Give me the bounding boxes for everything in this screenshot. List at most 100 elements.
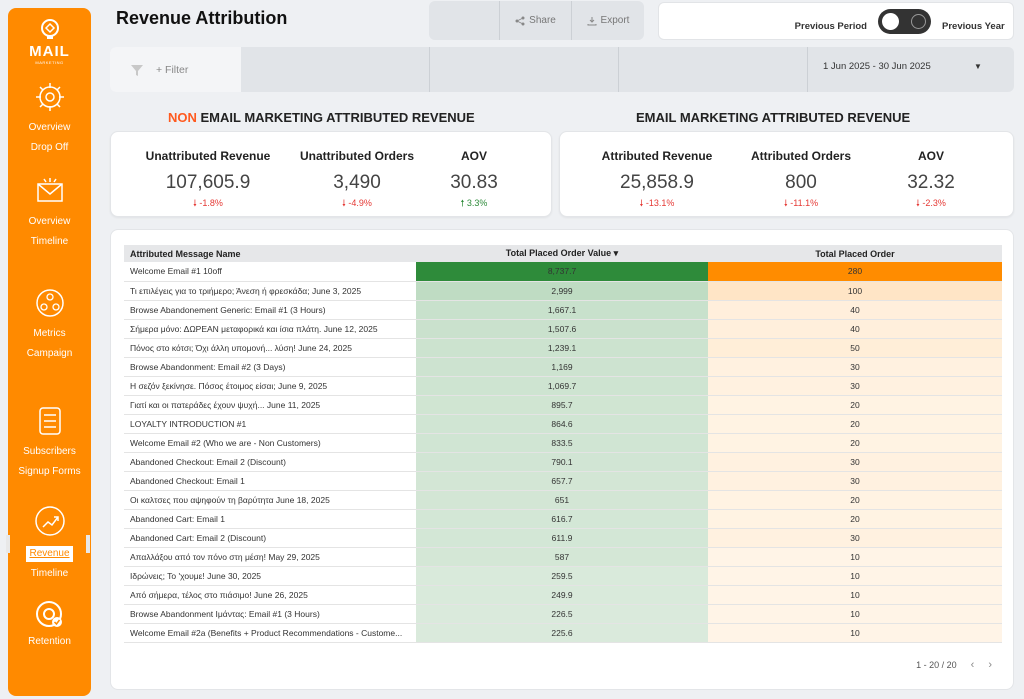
- chevron-right-icon[interactable]: ›: [988, 659, 992, 671]
- cell-orders: 10: [708, 585, 1002, 605]
- comparison-toggle[interactable]: [878, 9, 931, 34]
- cell-orders: 50: [708, 338, 1002, 358]
- previous-year-label: Previous Year: [942, 21, 1005, 32]
- cell-order-value: 1,667.1: [416, 300, 708, 320]
- column-header-message-name[interactable]: Attributed Message Name: [124, 245, 416, 262]
- nav-label: Overview: [28, 216, 71, 227]
- cell-message-name: Welcome Email #2 (Who we are - Non Custo…: [124, 433, 416, 453]
- cell-orders: 20: [708, 395, 1002, 415]
- table-row[interactable]: Σήμερα μόνο: ΔΩΡΕΑΝ μεταφορικά και ίσια …: [124, 319, 1002, 339]
- download-icon: [587, 16, 597, 25]
- share-button[interactable]: Share: [500, 1, 572, 40]
- kpi-unattributed-revenue: Unattributed Revenue 107,605.9 🠗 -1.8%: [135, 132, 281, 212]
- trend-chart-icon: [34, 506, 65, 536]
- table-row[interactable]: Απαλλάξου από τον πόνο στη μέση! May 29,…: [124, 547, 1002, 567]
- cell-orders: 30: [708, 357, 1002, 377]
- column-header-orders[interactable]: Total Placed Order: [708, 245, 1002, 262]
- cell-order-value: 616.7: [416, 509, 708, 529]
- table-row[interactable]: Η σεζόν ξεκίνησε. Πόσος έτοιμος είσαι; J…: [124, 376, 1002, 396]
- nav-overview-timeline[interactable]: Overview Timeline: [8, 174, 91, 248]
- cell-order-value: 259.5: [416, 566, 708, 586]
- cell-message-name: Abandoned Checkout: Email 1: [124, 471, 416, 491]
- comparison-toggle-panel: Previous Period Previous Year: [658, 2, 1014, 40]
- page-title: Revenue Attribution: [116, 8, 288, 28]
- table-row[interactable]: Browse Abandonment Ιμάντας: Email #1 (3 …: [124, 604, 1002, 624]
- table-row[interactable]: Abandoned Checkout: Email 2 (Discount) 79…: [124, 452, 1002, 472]
- export-button[interactable]: Export: [572, 1, 644, 40]
- lightbulb-icon: [40, 19, 59, 39]
- column-header-order-value[interactable]: Total Placed Order Value ▾: [416, 245, 708, 262]
- table-row[interactable]: Οι καλτσες που αψηφούν τη βαρύτητα June …: [124, 490, 1002, 510]
- table-row[interactable]: Ιδρώνεις; Το 'χουμε! June 30, 2025 259.5 1…: [124, 566, 1002, 586]
- table-row[interactable]: Welcome Email #1 10off 8,737.7 280: [124, 262, 1002, 282]
- kpi-label: Unattributed Orders: [299, 149, 414, 163]
- cell-message-name: Welcome Email #1 10off: [124, 262, 416, 282]
- nav-label: Overview: [28, 122, 71, 133]
- table-row[interactable]: Welcome Email #2a (Benefits + Product Re…: [124, 623, 1002, 643]
- cell-message-name: Ιδρώνεις; Το 'χουμε! June 30, 2025: [124, 566, 416, 586]
- email-heading: EMAIL MARKETING ATTRIBUTED REVENUE: [636, 110, 911, 125]
- sort-desc-icon: ▾: [613, 248, 619, 258]
- cell-message-name: Γιατί και οι πατεράδες έχουν ψυχή... Jun…: [124, 395, 416, 415]
- chevron-left-icon[interactable]: ‹: [970, 659, 975, 671]
- kpi-label: Attributed Revenue: [601, 149, 713, 163]
- cell-message-name: Browse Abandonement Generic: Email #1 (3…: [124, 300, 416, 320]
- cell-message-name: Από σήμερα, τέλος στο πιάσιμο! June 26, …: [124, 585, 416, 605]
- export-label: Export: [600, 15, 630, 26]
- cell-order-value: 2,999: [416, 281, 708, 301]
- caret-down-icon[interactable]: ▼: [974, 62, 982, 71]
- nav-sublabel: Timeline: [30, 568, 69, 579]
- cell-message-name: Απαλλάξου από τον πόνο στη μέση! May 29,…: [124, 547, 416, 567]
- nav-retention[interactable]: Retention: [8, 598, 91, 648]
- add-filter-button[interactable]: + Filter: [110, 47, 241, 92]
- table-row[interactable]: Browse Abandonement Generic: Email #1 (3…: [124, 300, 1002, 320]
- pagination-label: 1 - 20 / 20: [916, 660, 957, 670]
- toggle-knob: [882, 13, 899, 30]
- kpi-value: 30.83: [450, 172, 498, 193]
- cell-orders: 20: [708, 414, 1002, 434]
- cell-order-value: 1,239.1: [416, 338, 708, 358]
- cell-message-name: Browse Abandonment: Email #2 (3 Days): [124, 357, 416, 377]
- cell-order-value: 1,507.6: [416, 319, 708, 339]
- toolbar: Share Export: [429, 1, 644, 40]
- table-row[interactable]: Abandoned Checkout: Email 1 657.7 30: [124, 471, 1002, 491]
- table-row[interactable]: Browse Abandonment: Email #2 (3 Days) 1,1…: [124, 357, 1002, 377]
- cell-order-value: 833.5: [416, 433, 708, 453]
- date-range-picker[interactable]: 1 Jun 2025 - 30 Jun 2025: [823, 61, 931, 72]
- nav-label: Metrics: [33, 328, 66, 339]
- nav-label: Retention: [28, 636, 71, 647]
- kpi-label: AOV: [460, 149, 487, 163]
- retention-target-icon: [35, 601, 62, 627]
- logo-text: MAIL: [29, 43, 70, 60]
- nav-label: Revenue: [26, 546, 73, 562]
- nav-metrics-campaign[interactable]: Metrics Campaign: [8, 286, 91, 360]
- table-row[interactable]: Abandoned Cart: Email 2 (Discount) 611.9 3…: [124, 528, 1002, 548]
- divider: [807, 47, 808, 92]
- attribution-table: Attributed Message Name Total Placed Ord…: [124, 245, 1002, 643]
- cell-order-value: 895.7: [416, 395, 708, 415]
- cell-orders: 10: [708, 623, 1002, 643]
- kpi-email-aov: AOV 32.32 🠗 -2.3%: [892, 132, 970, 212]
- nav-sublabel: Timeline: [30, 236, 69, 247]
- nav-overview-dropoff[interactable]: Overview Drop Off: [8, 80, 91, 154]
- table-row[interactable]: Welcome Email #2 (Who we are - Non Custo…: [124, 433, 1002, 453]
- cell-orders: 30: [708, 471, 1002, 491]
- active-marker-left: [6, 535, 10, 553]
- table-row[interactable]: Γιατί και οι πατεράδες έχουν ψυχή... Jun…: [124, 395, 1002, 415]
- cell-order-value: 651: [416, 490, 708, 510]
- cell-orders: 10: [708, 547, 1002, 567]
- nav-sublabel: Drop Off: [30, 142, 69, 153]
- divider: [429, 47, 430, 92]
- table-row[interactable]: Πόνος στο κότσι; Όχι άλλη υπομονή... λύσ…: [124, 338, 1002, 358]
- table-row[interactable]: LOYALTY INTRODUCTION #1 864.6 20: [124, 414, 1002, 434]
- cell-message-name: Welcome Email #2a (Benefits + Product Re…: [124, 623, 416, 643]
- cell-message-name: Πόνος στο κότσι; Όχι άλλη υπομονή... λύσ…: [124, 338, 416, 358]
- nav-revenue-timeline[interactable]: Revenue Timeline: [8, 504, 91, 580]
- cell-orders: 30: [708, 376, 1002, 396]
- table-row[interactable]: Abandoned Cart: Email 1 616.7 20: [124, 509, 1002, 529]
- table-row[interactable]: Από σήμερα, τέλος στο πιάσιμο! June 26, …: [124, 585, 1002, 605]
- nav-subscribers-signup[interactable]: Subscribers Signup Forms: [8, 404, 91, 478]
- email-kpi-card: Attributed Revenue 25,858.9 🠗 -13.1% Att…: [559, 131, 1014, 217]
- table-row[interactable]: Τι επιλέγεις για το τριήμερο; Άνεση ή φρ…: [124, 281, 1002, 301]
- cell-order-value: 226.5: [416, 604, 708, 624]
